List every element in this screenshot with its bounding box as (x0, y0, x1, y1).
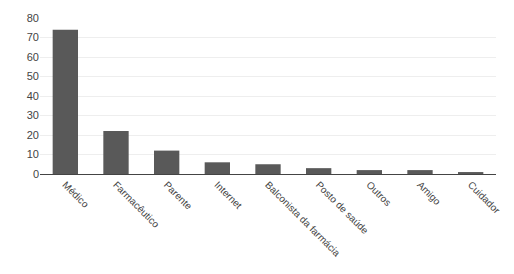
svg-text:Outros: Outros (364, 179, 393, 208)
svg-text:Médico: Médico (60, 179, 91, 210)
svg-text:Posto de saúde: Posto de saúde (314, 179, 371, 236)
svg-text:50: 50 (27, 70, 39, 82)
svg-text:30: 30 (27, 109, 39, 121)
svg-text:40: 40 (27, 90, 39, 102)
svg-text:60: 60 (27, 51, 39, 63)
svg-text:Farmacêutico: Farmacêutico (111, 179, 162, 230)
svg-text:Amigo: Amigo (415, 179, 443, 207)
svg-text:Cuidador: Cuidador (466, 179, 503, 216)
svg-text:Internet: Internet (212, 179, 244, 211)
svg-text:10: 10 (27, 148, 39, 160)
svg-text:0: 0 (33, 168, 39, 180)
svg-text:Parente: Parente (162, 179, 195, 212)
svg-text:70: 70 (27, 31, 39, 43)
svg-text:20: 20 (27, 129, 39, 141)
svg-text:Balconista da farmácia: Balconista da farmácia (263, 179, 343, 259)
svg-text:80: 80 (27, 12, 39, 24)
